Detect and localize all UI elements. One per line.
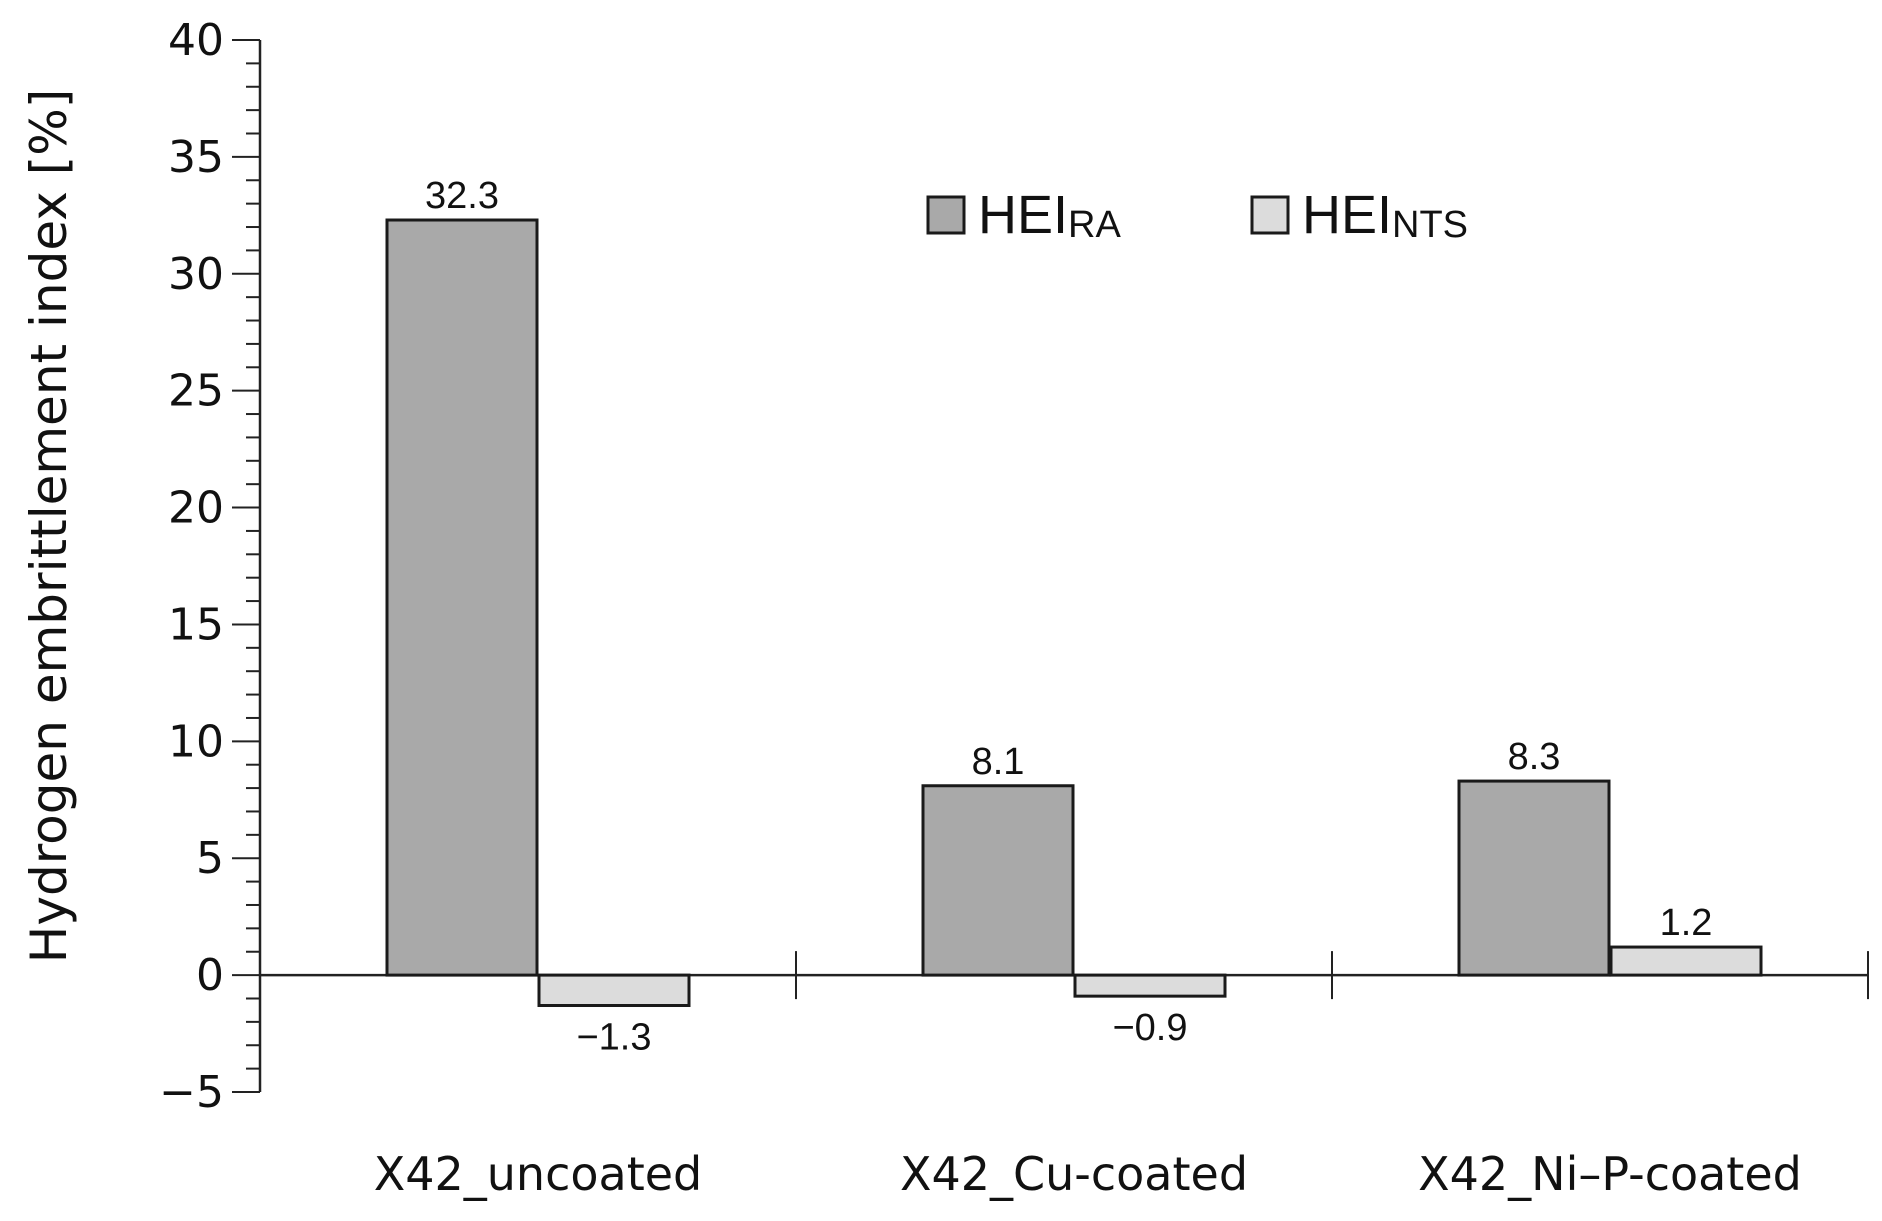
y-tick-label: 10 [168, 716, 224, 767]
legend-label-subscript: NTS [1392, 204, 1468, 246]
bar-ra-2 [1457, 779, 1611, 977]
y-tick-label: 25 [168, 366, 224, 417]
y-tick-label: 15 [168, 599, 224, 650]
x-category-label: X42_Ni–P-coated [1418, 1147, 1802, 1201]
y-tick-label: 20 [168, 483, 224, 534]
y-tick-label: 40 [168, 15, 224, 66]
legend-label-main: HEI [978, 185, 1068, 245]
y-axis-label: Hydrogen embrittlement index [%] [20, 89, 78, 963]
y-tick-label: −5 [159, 1067, 224, 1118]
legend-label-nts: HEINTS [1302, 185, 1468, 246]
bar-ra-0 [385, 218, 539, 977]
legend-label-main: HEI [1302, 185, 1392, 245]
legend-swatch-nts [1250, 195, 1290, 235]
bar-nts-1 [1073, 973, 1227, 998]
x-category-label: X42_Cu-coated [900, 1147, 1248, 1201]
data-label: 8.3 [1508, 736, 1561, 778]
data-label: 32.3 [425, 175, 499, 217]
bar-nts-2 [1609, 945, 1763, 977]
y-tick-label: 30 [168, 249, 224, 300]
data-label: 1.2 [1660, 902, 1713, 944]
bar-ra-1 [921, 784, 1075, 977]
data-label: 8.1 [972, 741, 1025, 783]
bar-nts-0 [537, 973, 691, 1008]
legend-label-ra: HEIRA [978, 185, 1121, 246]
y-tick-label: 0 [196, 950, 224, 1001]
data-label: −0.9 [1112, 1007, 1187, 1049]
x-category-label: X42_uncoated [374, 1147, 703, 1201]
legend-label-subscript: RA [1068, 204, 1121, 246]
legend-swatch-ra [926, 195, 966, 235]
data-label: −1.3 [576, 1017, 651, 1059]
y-tick-label: 35 [168, 132, 224, 183]
y-tick-label: 5 [196, 833, 224, 884]
